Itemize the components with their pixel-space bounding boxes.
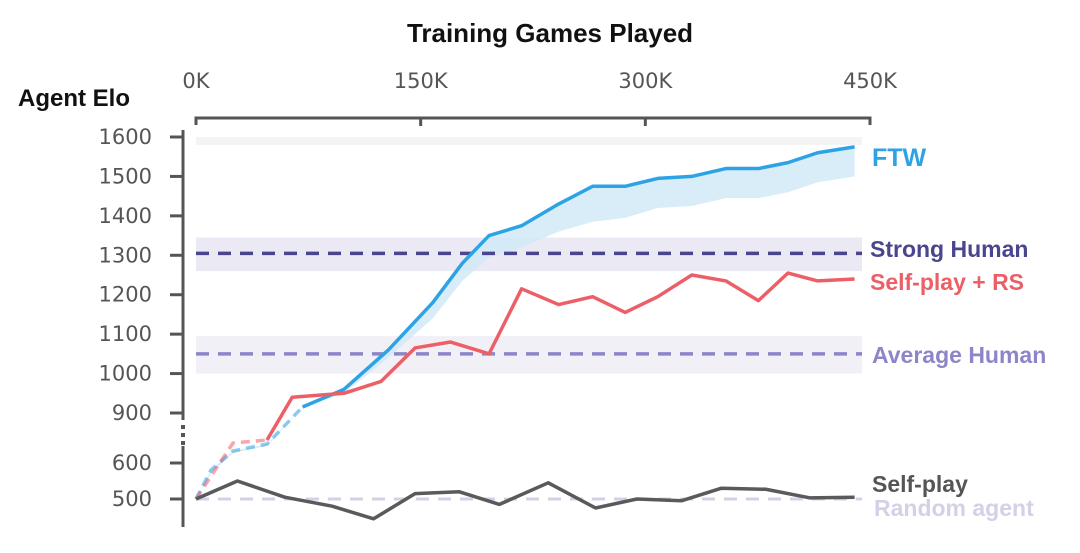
x-axis-ticks: 0K 150K 300K 450K (182, 69, 898, 126)
y-tick-label: 900 (112, 401, 152, 425)
x-tick-label: 300K (618, 69, 673, 93)
y-tick-label: 1100 (99, 322, 152, 346)
chart-title: Training Games Played (407, 18, 693, 48)
series-ftw-early (194, 405, 304, 500)
y-tick-label: 1300 (99, 243, 152, 267)
y-axis-break (181, 425, 185, 445)
y-tick-label: 1400 (99, 204, 152, 228)
reference-lines (196, 251, 862, 501)
label-self-play: Self-play (872, 471, 968, 497)
label-self-play-rs: Self-play + RS (870, 269, 1024, 295)
series-confidence-bands (196, 146, 855, 499)
label-ftw: FTW (872, 144, 927, 172)
y-tick-label: 1500 (99, 164, 152, 188)
series-ftw (301, 145, 855, 409)
y-tick-label: 1600 (99, 125, 152, 149)
series-self-play-rs-early (194, 438, 268, 500)
series-self-play (195, 479, 855, 521)
series-lines (194, 145, 855, 521)
series-self-play-rs (265, 271, 855, 441)
y-tick-label: 1200 (99, 283, 152, 307)
y-tick-label: 1000 (99, 362, 152, 386)
top-band (196, 137, 862, 145)
label-average-human: Average Human (872, 342, 1046, 368)
y-tick-label: 500 (112, 487, 152, 511)
label-strong-human: Strong Human (870, 236, 1028, 262)
y-axis-ticks: 1600 1500 1400 1300 1200 1100 1000 900 600 500 (99, 125, 183, 511)
x-tick-label: 0K (182, 69, 210, 93)
y-tick-label: 600 (112, 451, 152, 475)
label-random-agent: Random agent (874, 495, 1034, 521)
y-axis-title: Agent Elo (18, 85, 130, 112)
reference-bands (196, 137, 862, 374)
band-ftw (196, 146, 855, 499)
x-tick-label: 150K (394, 69, 449, 93)
x-axis (194, 116, 872, 125)
x-tick-label: 450K (843, 69, 898, 93)
